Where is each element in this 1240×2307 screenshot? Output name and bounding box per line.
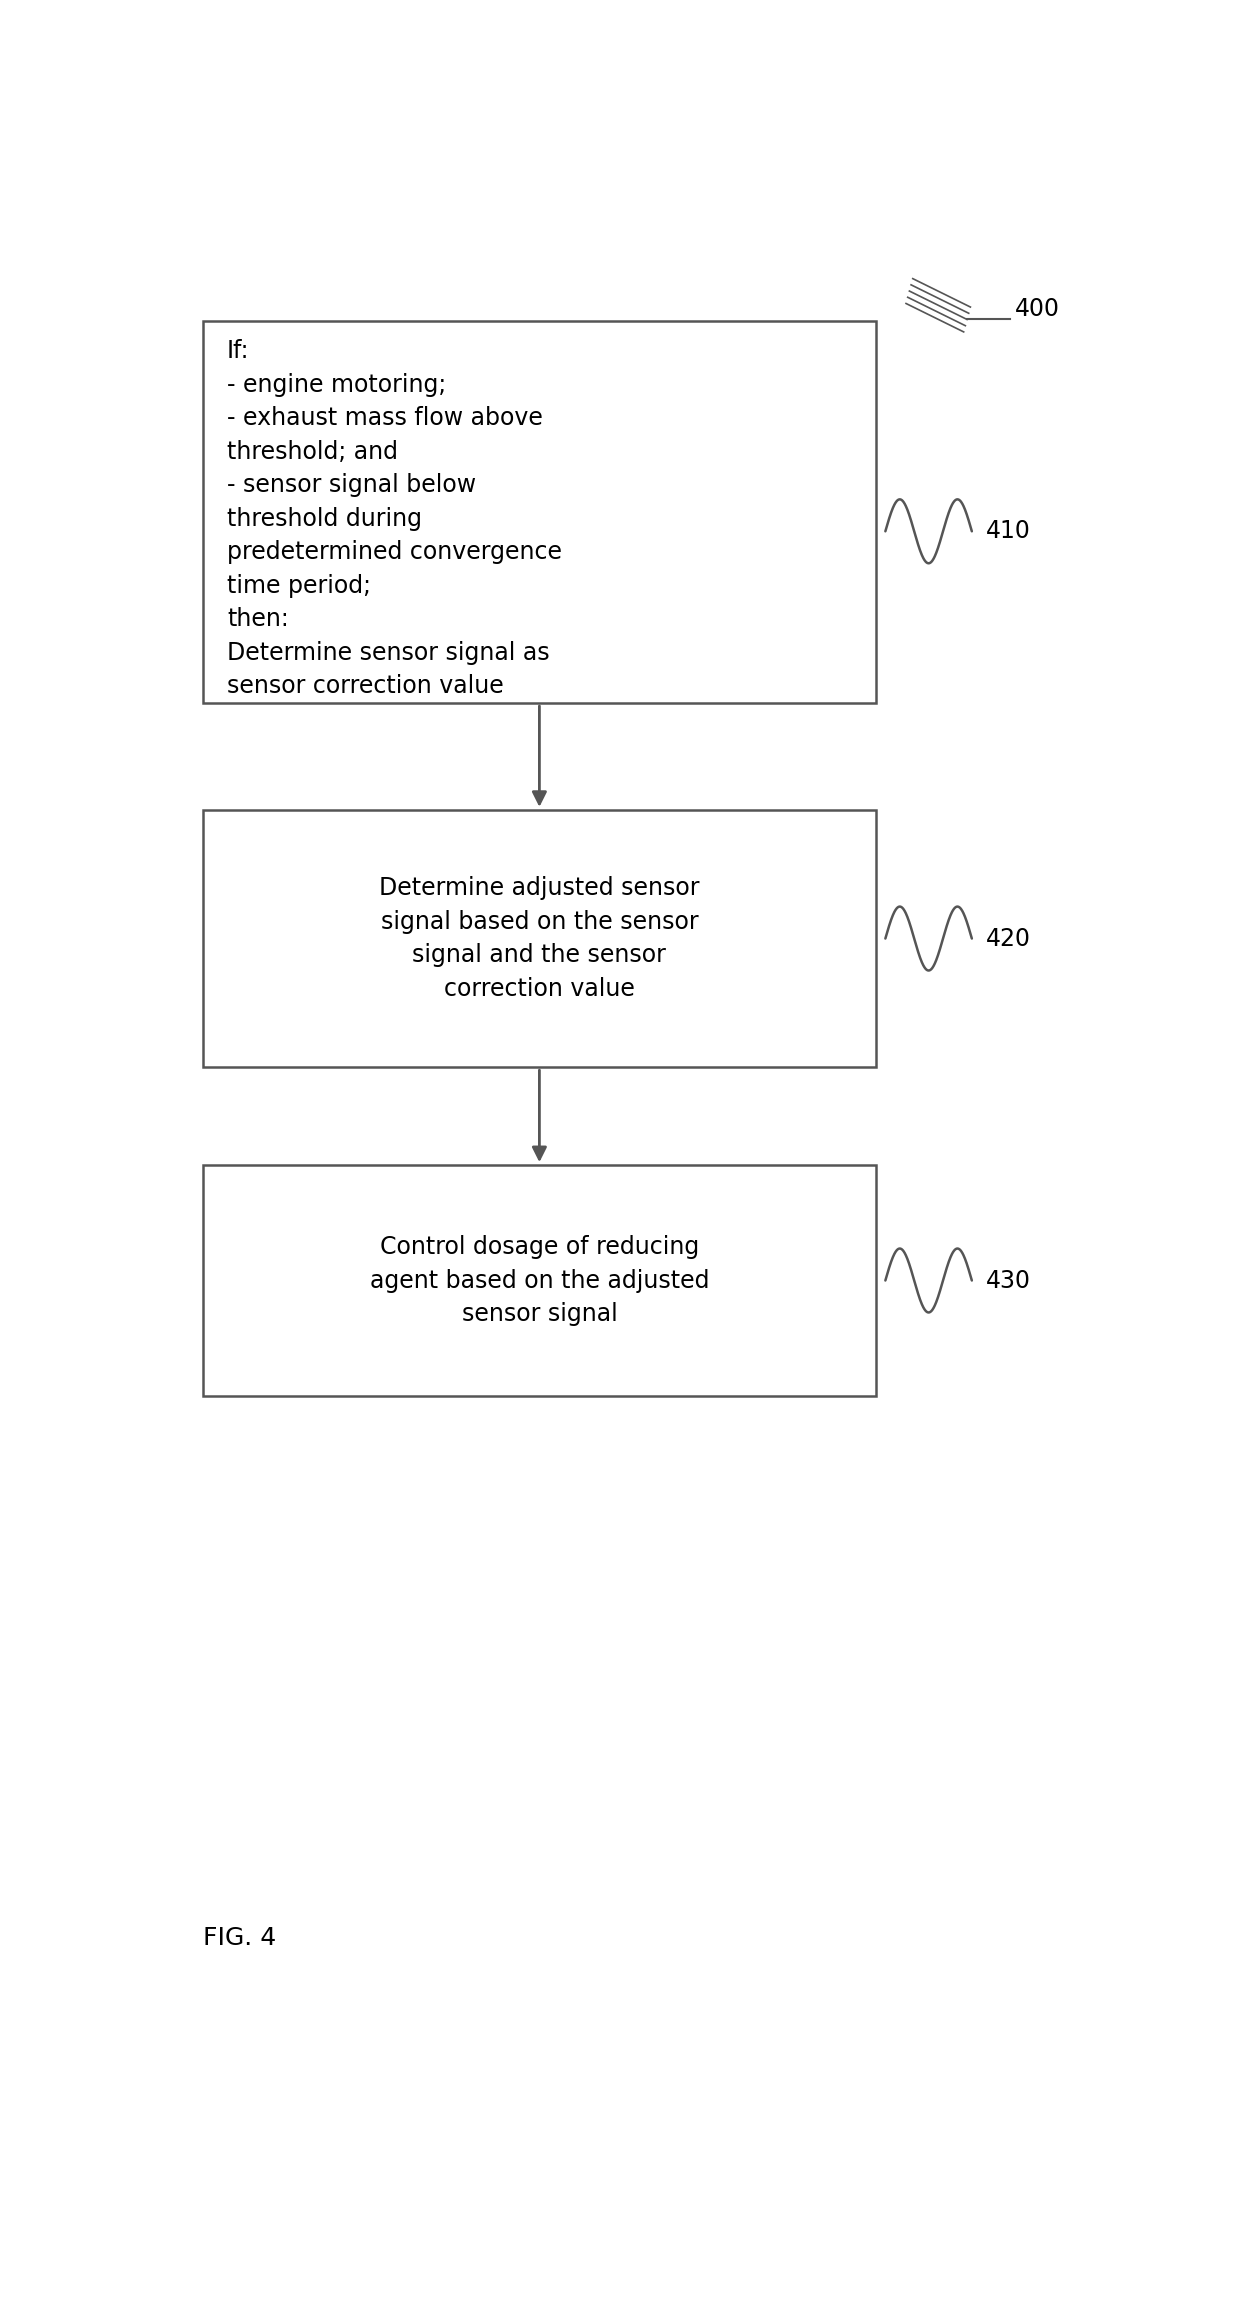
Text: FIG. 4: FIG. 4 — [203, 1926, 277, 1949]
Text: 430: 430 — [986, 1269, 1032, 1292]
Text: 420: 420 — [986, 927, 1032, 950]
FancyBboxPatch shape — [203, 1165, 875, 1396]
FancyBboxPatch shape — [203, 321, 875, 704]
Text: Determine adjusted sensor
signal based on the sensor
signal and the sensor
corre: Determine adjusted sensor signal based o… — [379, 877, 699, 1001]
Text: 410: 410 — [986, 519, 1032, 544]
Text: If:
- engine motoring;
- exhaust mass flow above
threshold; and
- sensor signal : If: - engine motoring; - exhaust mass fl… — [227, 339, 562, 699]
Text: Control dosage of reducing
agent based on the adjusted
sensor signal: Control dosage of reducing agent based o… — [370, 1234, 709, 1327]
Text: 400: 400 — [1016, 298, 1060, 321]
FancyBboxPatch shape — [203, 810, 875, 1068]
